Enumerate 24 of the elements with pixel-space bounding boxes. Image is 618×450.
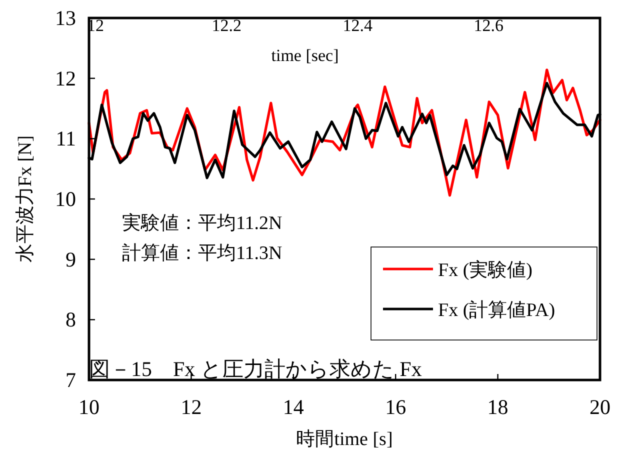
- x2-tick-label: 12.6: [474, 16, 504, 35]
- annotation: 図－15 Fx と圧力計から求めた Fx: [89, 357, 422, 381]
- x2-tick-label: 12.2: [212, 16, 242, 35]
- y-tick-label: 13: [55, 6, 76, 30]
- y-tick-label: 9: [66, 247, 76, 272]
- y-tick-label: 11: [56, 126, 76, 151]
- y-tick-label: 10: [55, 187, 76, 211]
- x-tick-label: 20: [590, 395, 610, 419]
- x-tick-label: 18: [487, 395, 508, 419]
- y-tick-label: 12: [55, 66, 76, 90]
- annotation: 計算値：平均11.3N: [122, 243, 283, 264]
- x2-tick-label: 12: [87, 16, 104, 35]
- y-tick-label: 8: [66, 308, 76, 332]
- y-tick-label: 7: [66, 368, 76, 392]
- x2-tick-label: 12.4: [342, 16, 373, 35]
- legend-label: Fx (実験値): [438, 259, 532, 281]
- x-tick-label: 14: [282, 395, 304, 419]
- x2-axis-title: time [sec]: [271, 46, 339, 65]
- x-tick-label: 12: [180, 395, 202, 419]
- x-axis-title: 時間time [s]: [296, 429, 393, 450]
- y-axis-title: 水平波力Fx [N]: [15, 135, 36, 263]
- annotation: 実験値：平均11.2N: [122, 212, 283, 234]
- x-tick-label: 16: [385, 395, 406, 419]
- legend-label: Fx (計算値PA): [438, 300, 556, 321]
